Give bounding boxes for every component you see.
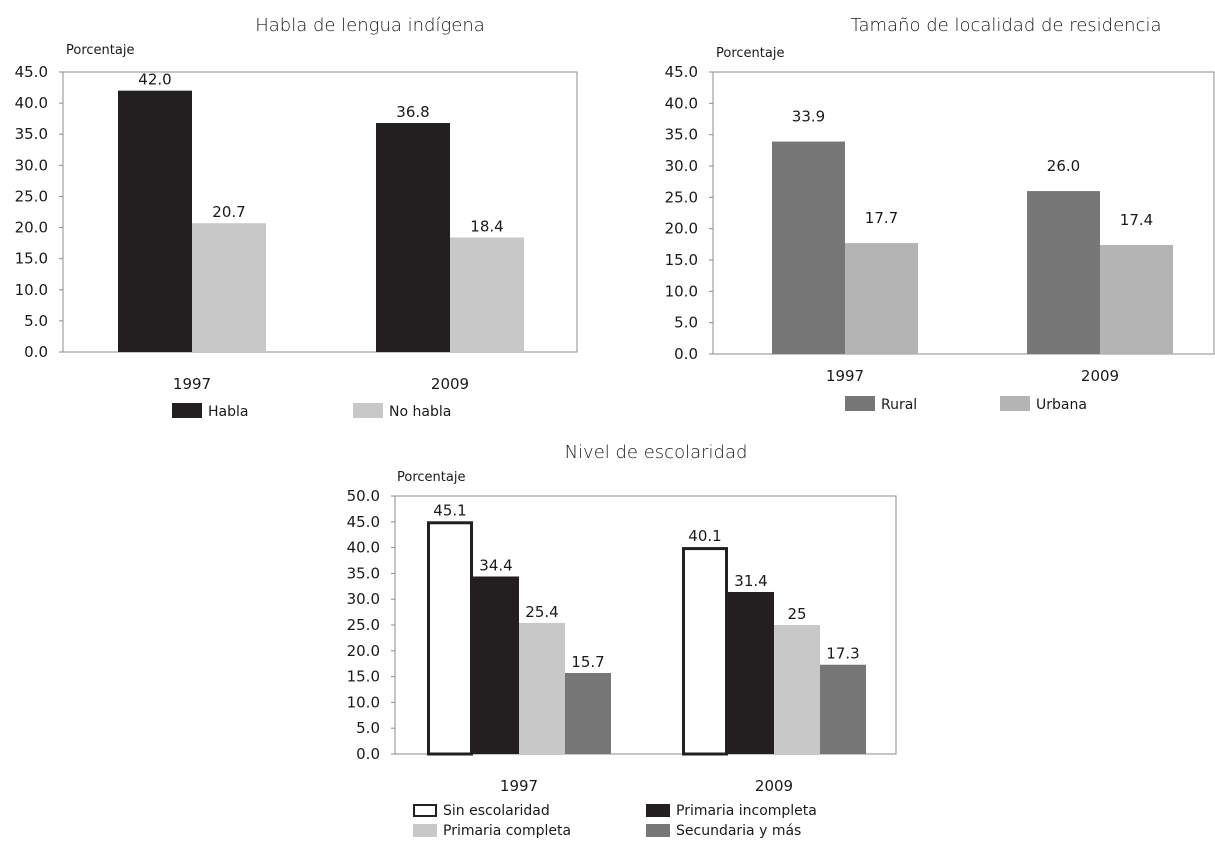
data-label: 36.8 — [396, 103, 429, 121]
legend-swatch — [413, 804, 437, 817]
legend-label: Rural — [881, 397, 917, 413]
y-tick-label: 30.0 — [347, 590, 380, 608]
legend-label: Habla — [208, 404, 248, 420]
y-tick-label: 20.0 — [665, 220, 698, 238]
plot-frame — [62, 71, 578, 353]
y-tick-label: 0.0 — [24, 343, 48, 361]
chart-title: Habla de lengua indígena — [255, 15, 485, 36]
bar-1997-1 — [845, 243, 918, 354]
bar-2009-1 — [1100, 244, 1173, 354]
data-label: 42.0 — [138, 71, 171, 89]
y-tick-label: 35.0 — [665, 126, 698, 144]
data-label: 20.7 — [212, 203, 245, 221]
y-tick-label: 35.0 — [15, 125, 48, 143]
y-tick-label: 25.0 — [15, 187, 48, 205]
legend-swatch — [353, 403, 383, 418]
data-label: 17.7 — [865, 209, 898, 227]
plot-frame — [712, 71, 1215, 355]
y-tick-label: 50.0 — [347, 487, 380, 505]
y-tick-label: 30.0 — [15, 156, 48, 174]
legend-label: Urbana — [1036, 397, 1087, 413]
legend-label: Primaria completa — [443, 823, 571, 839]
bar-1997-1 — [192, 223, 266, 352]
legend-swatch — [646, 824, 670, 837]
x-category-label: 1997 — [500, 777, 538, 795]
data-label: 31.4 — [734, 572, 767, 590]
y-tick-label: 25.0 — [665, 188, 698, 206]
legend-label: Secundaria y más — [676, 823, 801, 839]
bar-2009-0 — [682, 547, 728, 756]
y-tick-label: 10.0 — [665, 282, 698, 300]
bar-1997-0 — [118, 90, 192, 353]
y-tick-label: 5.0 — [356, 719, 380, 737]
x-category-label: 1997 — [826, 367, 864, 385]
x-category-label: 1997 — [173, 375, 211, 393]
y-tick-label: 5.0 — [24, 312, 48, 330]
y-axis-label: Porcentaje — [66, 43, 134, 58]
y-tick-label: 0.0 — [356, 745, 380, 763]
bar-2009-3 — [820, 664, 866, 754]
y-tick-label: 15.0 — [347, 668, 380, 686]
data-label: 26.0 — [1047, 157, 1080, 175]
y-tick-label: 40.0 — [15, 94, 48, 112]
data-label: 33.9 — [792, 108, 825, 126]
y-tick-label: 30.0 — [665, 157, 698, 175]
legend-swatch — [1000, 396, 1030, 411]
chart-title: Nivel de escolaridad — [565, 442, 748, 463]
data-label: 18.4 — [470, 218, 503, 236]
y-tick-label: 45.0 — [15, 63, 48, 81]
bar-2009-2 — [774, 625, 820, 754]
legend-label: Primaria incompleta — [676, 803, 817, 819]
y-tick-label: 15.0 — [665, 251, 698, 269]
bar-1997-0 — [772, 141, 845, 354]
data-label: 17.3 — [826, 645, 859, 663]
bar-2009-1 — [728, 591, 774, 754]
y-tick-label: 20.0 — [347, 642, 380, 660]
legend-swatch — [413, 824, 437, 837]
x-category-label: 2009 — [1081, 367, 1119, 385]
y-tick-label: 0.0 — [674, 345, 698, 363]
y-tick-label: 10.0 — [15, 281, 48, 299]
y-tick-label: 35.0 — [347, 564, 380, 582]
y-tick-label: 10.0 — [347, 693, 380, 711]
legend-swatch — [646, 804, 670, 817]
y-axis-label: Porcentaje — [716, 46, 784, 61]
bar-1997-1 — [473, 576, 519, 754]
y-tick-label: 45.0 — [347, 513, 380, 531]
y-tick-label: 45.0 — [665, 63, 698, 81]
data-label: 15.7 — [571, 653, 604, 671]
bar-2009-1 — [450, 237, 524, 352]
legend-swatch — [845, 396, 875, 411]
chart-title: Tamaño de localidad de residencia — [850, 15, 1161, 36]
y-tick-label: 15.0 — [15, 250, 48, 268]
data-label: 25 — [787, 605, 806, 623]
data-label: 45.1 — [433, 501, 466, 519]
data-label: 40.1 — [688, 527, 721, 545]
y-tick-label: 40.0 — [347, 539, 380, 557]
data-label: 25.4 — [525, 603, 558, 621]
y-axis-label: Porcentaje — [397, 470, 465, 485]
x-category-label: 2009 — [755, 777, 793, 795]
legend-label: Sin escolaridad — [443, 803, 550, 819]
bar-2009-0 — [1027, 191, 1100, 354]
y-tick-label: 25.0 — [347, 616, 380, 634]
legend-swatch — [172, 403, 202, 418]
bar-1997-2 — [519, 622, 565, 754]
data-label: 34.4 — [479, 556, 512, 574]
bar-1997-0 — [427, 521, 473, 756]
bar-2009-0 — [376, 123, 450, 353]
y-tick-label: 20.0 — [15, 219, 48, 237]
y-tick-label: 5.0 — [674, 314, 698, 332]
x-category-label: 2009 — [431, 375, 469, 393]
data-label: 17.4 — [1120, 211, 1153, 229]
bar-1997-3 — [565, 672, 611, 754]
y-tick-label: 40.0 — [665, 94, 698, 112]
legend-label: No habla — [389, 404, 451, 420]
